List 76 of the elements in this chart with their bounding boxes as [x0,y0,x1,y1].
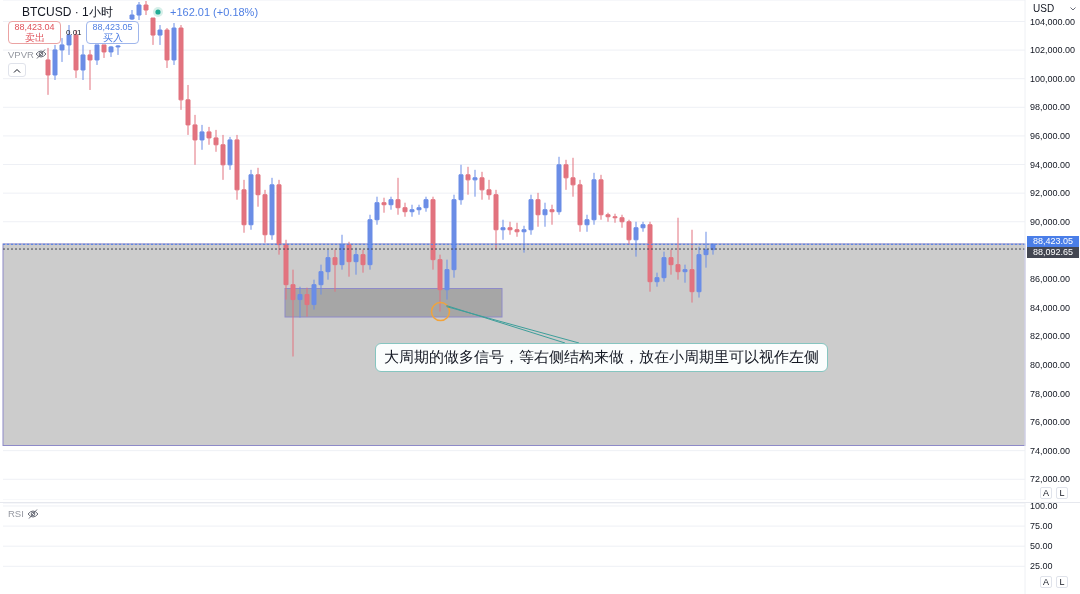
callout-box: 大周期的做多信号，等右侧结构来做，放在小周期里可以视作左侧 [375,343,828,372]
candlestick [556,156,562,216]
candlestick [269,177,275,241]
y-tick-label: 50.00 [1030,541,1053,552]
candlestick [682,264,688,284]
candlestick [248,169,254,231]
price-tag: 88,092.65 [1027,246,1079,258]
candlestick [500,219,506,241]
candlestick [332,249,338,293]
annotation: 88,423.04 [13,22,56,32]
candlestick [276,179,282,256]
y-tick-label: 96,000.00 [1030,131,1071,142]
y-tick-label: 90,000.00 [1030,216,1071,227]
candlestick [227,136,233,171]
candlestick [199,124,205,151]
candlestick [94,44,100,66]
candlestick [45,47,51,96]
candlestick [542,202,548,228]
candlestick [171,22,177,66]
price-box: 88,423.04 卖出 [8,21,61,44]
candlestick [164,27,170,69]
ref-line-label: 88,092.65 [1032,246,1074,257]
candlestick [346,241,352,278]
y-tick-label: 75.00 [1030,521,1053,532]
scale-button: A [1040,576,1052,588]
candlestick [647,221,653,293]
y-tick-label: 84,000.00 [1030,302,1071,313]
y-tick-label: 76,000.00 [1030,417,1071,428]
y-tick-label: 104,000.00 [1030,16,1076,27]
y-tick-label: 80,000.00 [1030,360,1071,370]
annotation: 大周期的做多信号，等右侧结构来做，放在小周期里可以视作左侧 [384,349,819,365]
y-tick-label: 102,000.00 [1030,45,1076,56]
annotation: 卖出 [24,32,45,43]
candlestick [157,24,163,46]
annotation: 88,423.05 [91,22,134,32]
y-tick-label: 94,000.00 [1030,159,1071,170]
candlestick [150,17,156,46]
candlestick [381,197,387,214]
candlestick [465,166,471,196]
scale-button: L [1056,487,1068,499]
candlestick [339,234,345,271]
candlestick [353,247,359,276]
y-tick-label: 78,000.00 [1030,388,1071,399]
y-tick-label: 74,000.00 [1030,445,1071,456]
candlestick [472,169,478,198]
y-tick-label: 25.00 [1030,561,1053,572]
y-axis-title: USD [1033,3,1055,15]
annotation: 买入 [101,32,124,43]
candlestick [143,0,149,16]
y-tick-label: 100,000.00 [1030,73,1076,84]
y-tick-label: 92,000.00 [1030,188,1071,199]
annotation: 0.01 [66,28,82,37]
price-tag: 88,423.05 [1027,235,1079,247]
ref-line-label: 88,423.05 [1032,235,1074,246]
candlestick [304,287,310,318]
y-tick-label: 82,000.00 [1030,331,1071,342]
candlestick [80,44,86,81]
text: +162.01 (+0.18%) [170,6,259,19]
scale-button: A [1040,487,1052,499]
y-tick-label: 100.00 [1030,501,1058,512]
price-box: 88,423.05 买入 [86,21,139,44]
text: RSI [8,508,24,519]
y-tick-label: 98,000.00 [1030,102,1071,113]
y-tick-label: 72,000.00 [1030,474,1071,485]
scale-button: L [1056,576,1068,588]
text: BTCUSD · 1小时 [22,5,113,19]
candlestick [388,196,394,211]
candlestick [360,249,366,274]
candlestick [535,192,541,228]
candlestick [87,49,93,91]
annotation: VPVR [8,49,34,60]
candlestick [101,44,107,59]
candlestick [297,286,303,319]
candlestick [689,229,695,304]
y-tick-label: 86,000.00 [1030,274,1071,285]
candlestick [549,204,555,226]
